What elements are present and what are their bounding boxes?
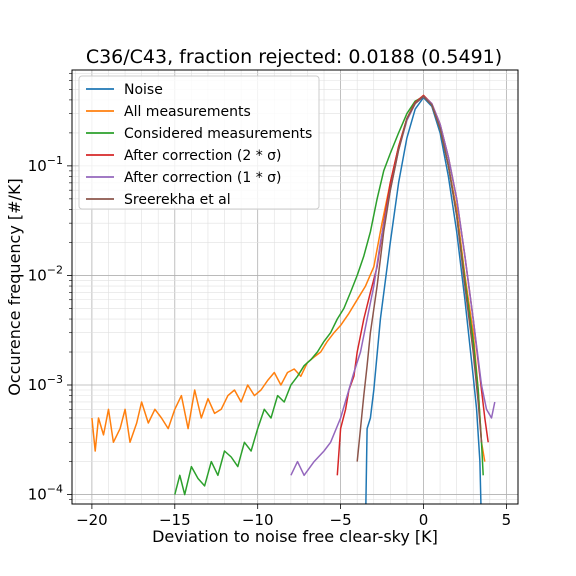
series-line-6: [356, 95, 483, 462]
y-tick-label: 10−4: [28, 483, 63, 504]
y-tick-label: 10−1: [28, 154, 63, 175]
x-tick-label: −15: [159, 511, 191, 529]
legend: Noise All measurements Considered measurem…: [78, 75, 320, 210]
legend-label: After correction (2 * σ): [124, 148, 281, 164]
x-tick-label: 0: [419, 511, 429, 529]
series-layer: [91, 94, 496, 504]
chart-title: C36/C43, fraction rejected: 0.0188 (0.54…: [86, 46, 502, 68]
legend-box: [78, 75, 320, 210]
y-axis: 10−4 10−3 10−2 10−1: [28, 72, 72, 504]
y-tick-label: 10−3: [28, 373, 63, 394]
legend-label: Considered measurements: [124, 126, 312, 142]
legend-label: Sreerekha et al: [124, 192, 231, 208]
series-line-1: [365, 96, 482, 504]
x-axis: −20 −15 −10 −5 0 5: [76, 504, 511, 529]
x-tick-label: −20: [76, 511, 108, 529]
legend-label: Noise: [124, 82, 163, 98]
x-tick-label: −5: [330, 511, 352, 529]
y-tick-label: 10−2: [28, 263, 63, 284]
y-axis-label: Occurence frequency [#/K]: [5, 178, 24, 395]
legend-label: After correction (1 * σ): [124, 170, 281, 186]
x-tick-label: −10: [242, 511, 274, 529]
plot-frame: [71, 69, 519, 505]
x-tick-label: 5: [502, 511, 512, 529]
x-axis-label: Deviation to noise free clear-sky [K]: [152, 527, 438, 546]
legend-label: All measurements: [124, 104, 251, 120]
